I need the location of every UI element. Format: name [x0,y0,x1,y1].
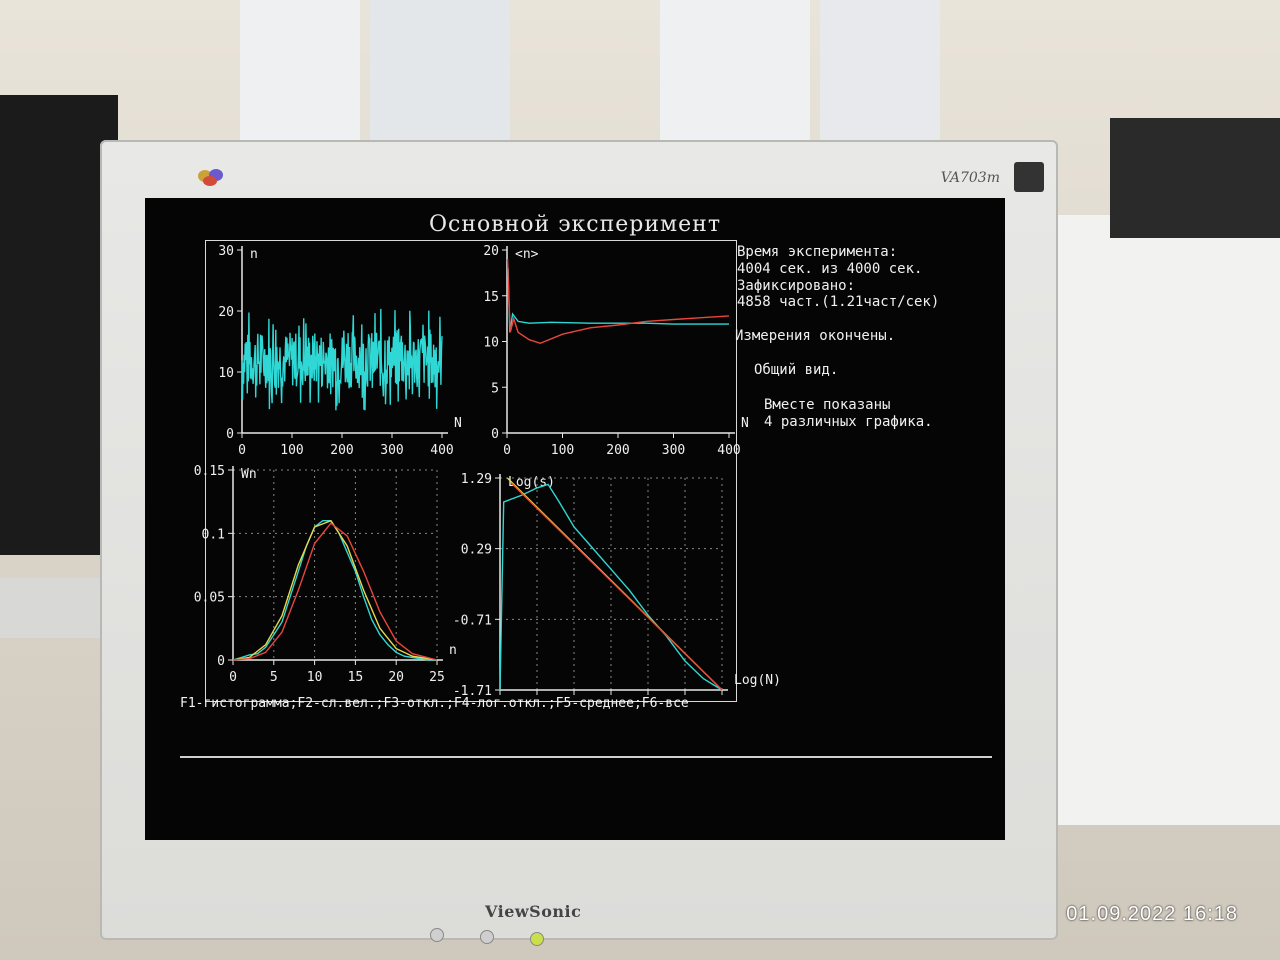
log-deviation-y-tick-label: 1.29 [461,472,492,487]
brand-label: ViewSonic [485,902,582,921]
running-mean-x-tick-label: 400 [717,443,740,458]
histogram-y-tick-label: 0.05 [194,591,225,606]
running-mean-series-1 [506,259,730,345]
histogram-x-tick-label: 15 [348,670,364,685]
random-variable-x-tick-label: 100 [280,443,303,458]
page-title: Основной эксперимент [428,212,721,237]
info-recorded-label: Зафиксировано: [737,278,856,294]
log-deviation-y-tick-label: -1.71 [453,684,492,698]
running-mean-x-tick-label: 100 [551,443,574,458]
cabinet-panel-right [660,0,810,150]
running-mean-series-0 [507,268,729,333]
running-mean-x-tick-label: 0 [503,443,511,458]
random-variable-x-tick-label: 0 [238,443,246,458]
network-box [1110,118,1280,238]
crt-screen: Основной эксперимент Время эксперимента:… [145,198,1005,840]
running-mean-x-tick-label: 200 [606,443,629,458]
histogram-y-tick-label: 0.1 [202,527,225,542]
histogram-x-tick-label: 5 [270,670,278,685]
pc-tower [1058,215,1280,825]
histogram-x-tick-label: 10 [307,670,323,685]
running-mean-y-tick-label: 0 [491,427,499,442]
random-variable-series-0 [241,308,443,411]
log-deviation-series-0 [499,483,723,691]
monitor-button-1[interactable] [430,928,444,942]
status-divider [180,756,992,758]
running-mean-x-label: N [741,416,749,431]
random-variable-x-tick-label: 200 [330,443,353,458]
running-mean-y-tick-label: 15 [483,290,499,305]
left-monitor [0,95,118,555]
random-variable-x-label: N [454,416,462,431]
log-deviation-x-label: Log(N) [734,673,781,688]
status-text: Измерения окончены. [735,328,896,344]
random-variable-y-tick-label: 20 [218,305,234,320]
histogram-x-tick-label: 20 [388,670,404,685]
log-deviation-series-2 [510,482,723,691]
model-label: VA703m [940,170,1000,186]
histogram-y-tick-label: 0.15 [194,464,225,479]
charts-frame [205,240,737,702]
random-variable-x-tick-label: 300 [380,443,403,458]
running-mean-x-tick-label: 300 [662,443,685,458]
note-line-2: 4 различных графика. [764,414,933,430]
log-deviation-y-tick-label: 0.29 [461,543,492,558]
random-variable-y-tick-label: 0 [226,427,234,442]
info-recorded-value: 4858 част.(1.21част/сек) [737,294,940,310]
random-variable-y-label: n [250,247,258,262]
running-mean-y-tick-label: 10 [483,336,499,351]
viewsonic-birds-logo [198,169,223,186]
histogram-y-tick-label: 0 [217,654,225,669]
monitor-button-2[interactable] [480,930,494,944]
info-experiment-time-value: 4004 сек. из 4000 сек. [737,261,923,277]
histogram-series-2 [232,522,438,661]
note-line-1: Вместе показаны [764,397,891,413]
random-variable-y-tick-label: 10 [218,366,234,381]
random-variable-x-tick-label: 400 [430,443,453,458]
monitor-button-3[interactable] [530,932,544,946]
histogram-series-0 [232,520,437,661]
view-mode-text: Общий вид. [754,362,839,378]
histogram-y-label: Wn [241,467,257,482]
log-deviation-y-tick-label: -0.71 [453,613,492,628]
cabinet-panel-left [240,0,360,150]
running-mean-y-tick-label: 20 [483,244,499,259]
photo-timestamp: 01.09.2022 16:18 [1066,903,1238,925]
cabinet-panel-far [820,0,940,150]
random-variable-y-tick-label: 30 [218,244,234,259]
function-keys-bar: F1-гистограмма;F2-сл.вел.;F3-откл.;F4-ло… [180,696,689,711]
running-mean-y-tick-label: 5 [491,381,499,396]
histogram-x-tick-label: 25 [429,670,445,685]
histogram-x-tick-label: 0 [229,670,237,685]
histogram-x-label: n [449,643,457,658]
energy-star-logo [1014,162,1044,192]
cabinet-panel-center [370,0,510,150]
histogram-series-1 [232,519,438,661]
running-mean-y-label: <n> [515,247,539,262]
info-experiment-time-label: Время эксперимента: [737,244,898,260]
